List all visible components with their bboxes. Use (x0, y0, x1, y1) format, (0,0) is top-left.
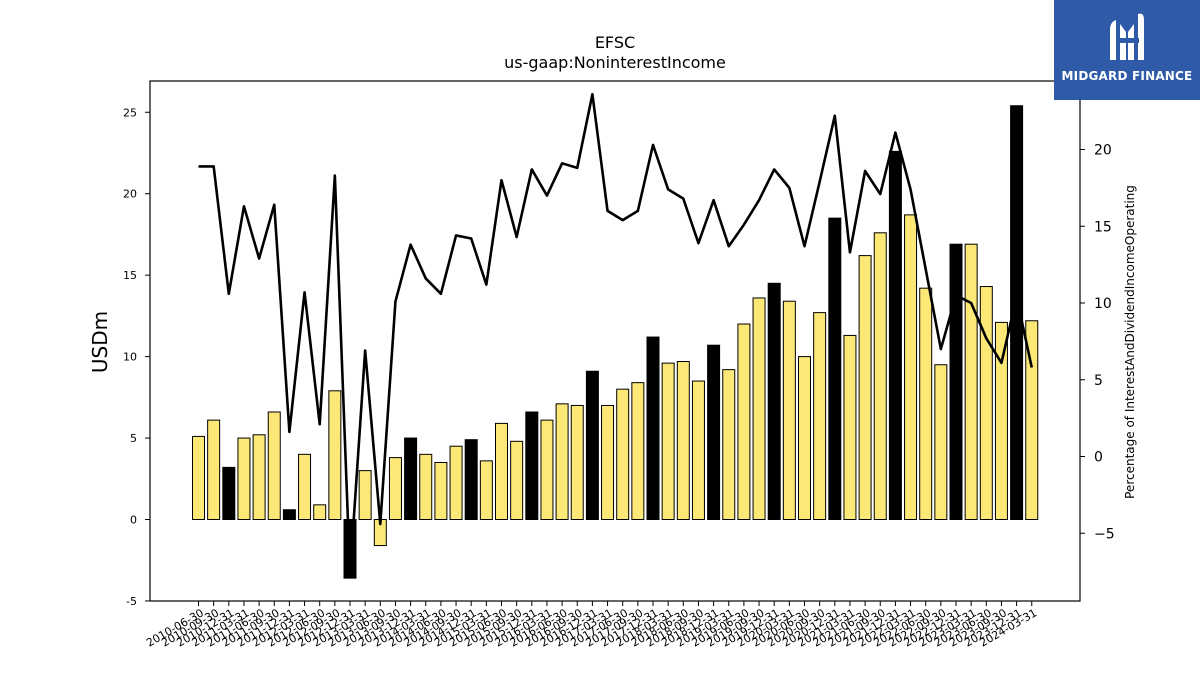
bar-2022-03-31 (904, 214, 918, 520)
bar-2011-12-31 (282, 509, 296, 521)
bar-2015-09-30 (510, 440, 524, 520)
y-tick-label: 15 (123, 269, 137, 282)
bar-2022-09-30 (934, 364, 948, 520)
bar-2011-06-30 (252, 434, 266, 521)
y-tick-label: 5 (130, 432, 137, 445)
y2-axis-label: Percentage of InterestAndDividendIncomeO… (1123, 185, 1137, 499)
bar-2010-09-30 (207, 419, 221, 521)
bar-2013-09-30 (388, 457, 402, 521)
bar-2014-09-30 (449, 445, 463, 520)
y2-tick-label: 15 (1094, 219, 1112, 235)
y-tick-label: 0 (130, 514, 137, 527)
y-tick-label: 25 (123, 106, 137, 119)
bar-2018-12-31 (707, 344, 721, 521)
bar-2010-06-30 (192, 435, 205, 521)
bar-2015-03-31 (479, 460, 493, 520)
bar-2012-03-31 (298, 453, 312, 520)
bar-2016-12-31 (585, 370, 599, 521)
bar-2019-12-31 (767, 282, 781, 520)
bar-2024-03-31 (1025, 320, 1039, 521)
bar-2018-09-30 (691, 380, 705, 520)
percentage-line (198, 92, 1034, 576)
y-tick-label: 10 (123, 351, 137, 364)
plot-area: -50510152025−5051015202010-06-302010-09-… (123, 80, 1115, 650)
bar-2017-12-31 (646, 336, 660, 520)
bar-2021-03-31 (843, 334, 857, 521)
bar-2014-03-31 (419, 453, 433, 520)
bar-2016-06-30 (555, 403, 569, 520)
bar-2020-06-30 (798, 356, 811, 520)
bar-2021-09-30 (873, 232, 887, 521)
bar-2010-12-31 (222, 466, 236, 520)
bar-2019-09-30 (752, 297, 766, 520)
bar-2017-09-30 (631, 382, 645, 520)
bar-2018-03-31 (661, 362, 675, 520)
bar-2013-12-31 (404, 437, 418, 520)
bar-2017-06-30 (616, 388, 630, 520)
chart-subtitle: us-gaap:NoninterestIncome (504, 53, 726, 72)
bar-2021-06-30 (858, 255, 872, 520)
bar-2015-06-30 (495, 422, 508, 521)
bar-2022-12-31 (949, 243, 963, 520)
midgard-logo-icon (1110, 13, 1144, 61)
y2-tick-label: 20 (1094, 143, 1112, 159)
y-tick-label: 20 (123, 188, 137, 201)
bar-2016-09-30 (570, 404, 584, 520)
bar-2011-09-30 (267, 411, 281, 520)
bar-2019-03-31 (722, 369, 736, 520)
bar-2011-03-31 (237, 437, 251, 520)
bar-2014-06-30 (434, 461, 448, 520)
brand-logo: MIDGARD FINANCE (1054, 0, 1200, 100)
y2-tick-label: −5 (1094, 526, 1115, 542)
bar-2023-09-30 (994, 321, 1008, 521)
bar-2023-03-31 (964, 243, 978, 520)
bar-2020-09-30 (813, 312, 827, 520)
bar-2013-03-31 (358, 470, 372, 521)
bar-2021-12-31 (888, 150, 902, 520)
bar-2012-09-30 (328, 390, 342, 520)
bar-2014-12-31 (464, 439, 478, 520)
bar-2017-03-31 (601, 404, 615, 520)
plot-frame (149, 80, 1081, 602)
bar-2012-06-30 (313, 504, 327, 520)
bar-2023-06-30 (979, 286, 993, 520)
bar-2018-06-30 (676, 360, 690, 520)
chart-title: EFSC (595, 33, 635, 52)
bar-2023-12-31 (1010, 105, 1024, 520)
bar-2016-03-31 (540, 419, 554, 521)
bar-2020-12-31 (828, 217, 842, 520)
y-tick-label: -5 (126, 595, 137, 608)
logo-text: MIDGARD FINANCE (1061, 69, 1193, 83)
bar-2022-06-30 (919, 287, 933, 520)
y2-tick-label: 0 (1094, 450, 1103, 466)
y2-tick-label: 5 (1094, 373, 1103, 389)
bar-2019-06-30 (737, 323, 751, 520)
y2-tick-label: 10 (1094, 296, 1112, 312)
bar-2020-03-31 (782, 300, 796, 520)
bar-2015-12-31 (525, 411, 539, 520)
y-axis-label: USDm (88, 311, 112, 373)
